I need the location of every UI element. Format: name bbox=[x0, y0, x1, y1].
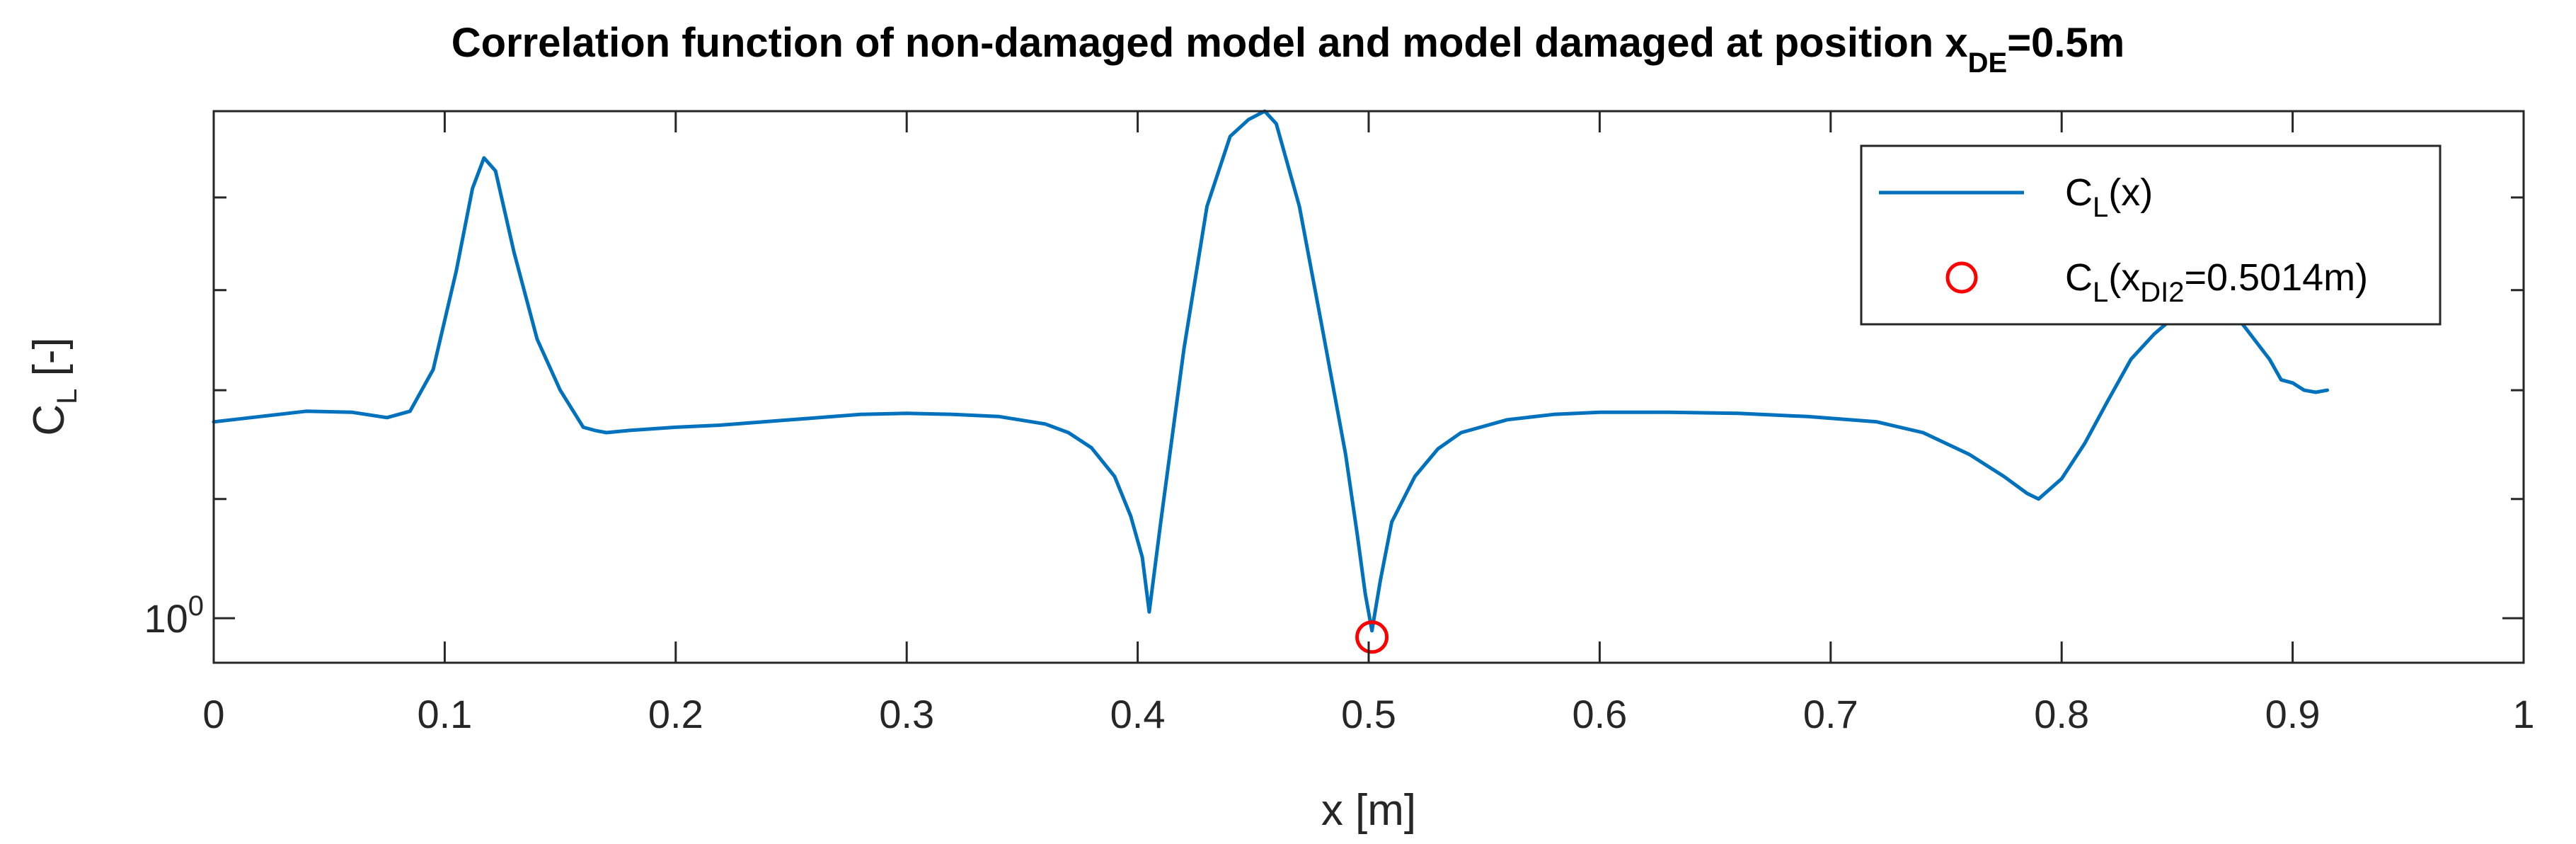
x-tick-label: 0.7 bbox=[1803, 692, 1858, 736]
series-line-0 bbox=[212, 109, 2330, 633]
legend-marker-swatch bbox=[1945, 261, 1978, 294]
x-tick-label: 0.8 bbox=[2034, 692, 2089, 736]
chart-title-main: Correlation function of non-damaged mode… bbox=[452, 20, 1968, 66]
series-marker-point bbox=[1355, 620, 1389, 654]
chart-title-tail: =0.5m bbox=[2007, 20, 2124, 66]
x-axis-label: x [m] bbox=[1321, 786, 1416, 835]
y-axis-label-tail: [-] bbox=[25, 337, 74, 388]
x-tick-label: 0 bbox=[202, 692, 224, 736]
y-tick-label: 100 bbox=[144, 591, 204, 641]
series-layer bbox=[212, 109, 2330, 654]
x-tick-label: 0.5 bbox=[1341, 692, 1396, 736]
chart-title: Correlation function of non-damaged mode… bbox=[452, 20, 2125, 79]
x-axis-ticks: 0 0.1 0.2 0.3 0.4 0.5 0.6 0.7 0.8 0.9 1 bbox=[202, 111, 2535, 736]
x-tick-label: 0.6 bbox=[1572, 692, 1627, 736]
legend-box bbox=[1860, 144, 2442, 326]
y-axis-ticks: 100 bbox=[144, 110, 2524, 641]
y-axis-label: CL [-] bbox=[25, 337, 83, 435]
legend-entry-cl-x: CL(x) bbox=[2065, 171, 2153, 223]
chart-title-sub: DE bbox=[1968, 47, 2008, 79]
x-tick-label: 0.2 bbox=[648, 692, 703, 736]
legend-entry-cl-xdi2: CL(xDI2=0.5014m) bbox=[2065, 256, 2368, 308]
y-axis-label-main: C bbox=[25, 404, 74, 436]
x-tick-label: 1 bbox=[2512, 692, 2534, 736]
legend: CL(x) CL(xDI2=0.5014m) bbox=[1860, 144, 2442, 326]
x-tick-label: 0.1 bbox=[417, 692, 472, 736]
x-tick-label: 0.9 bbox=[2265, 692, 2321, 736]
x-tick-label: 0.3 bbox=[879, 692, 934, 736]
y-axis-label-sub: L bbox=[52, 389, 83, 404]
x-tick-label: 0.4 bbox=[1110, 692, 1166, 736]
